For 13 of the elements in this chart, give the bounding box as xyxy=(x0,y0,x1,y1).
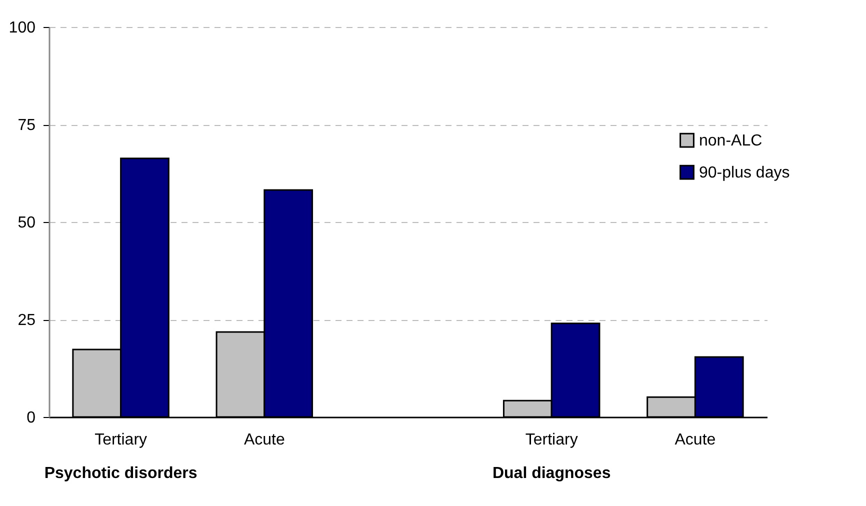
legend-label: non-ALC xyxy=(699,132,762,150)
y-tick-label: 0 xyxy=(26,410,36,426)
x-tick-label: Acute xyxy=(244,432,285,448)
y-tick-label: 75 xyxy=(18,117,36,134)
x-tick-label: Tertiary xyxy=(525,432,578,448)
text: Dual diagnoses xyxy=(492,465,611,482)
text: Psychotic disorders xyxy=(44,465,198,482)
x-tick-label: Acute xyxy=(674,432,716,448)
y-tick-label: 100 xyxy=(8,20,36,36)
x-tick-label: Tertiary xyxy=(94,432,148,448)
y-tick-label: 25 xyxy=(18,312,36,329)
y-tick-label: 50 xyxy=(18,214,36,232)
legend-label: 90-plus days xyxy=(699,164,790,182)
